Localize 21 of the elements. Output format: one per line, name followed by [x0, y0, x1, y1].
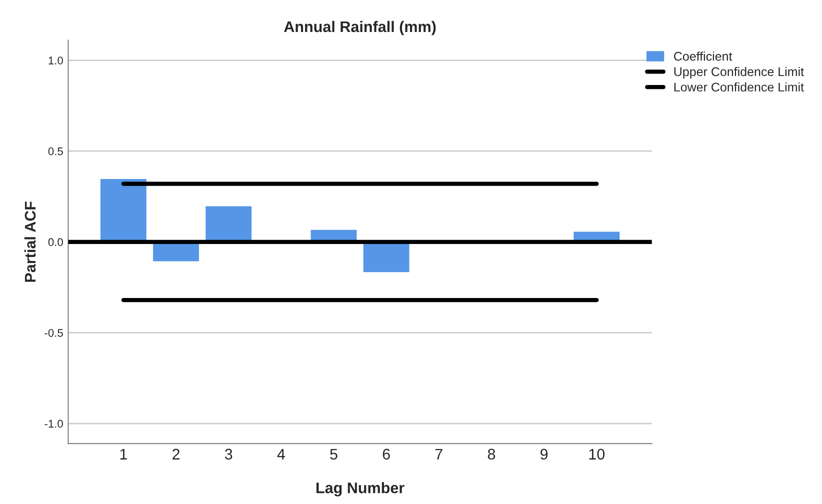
x-tick-label: 5 — [330, 448, 338, 460]
x-tick-label: 7 — [435, 448, 442, 460]
y-tick-label: 1.0 — [48, 56, 63, 64]
y-tick-label: 0.5 — [48, 147, 63, 156]
x-tick-label: 8 — [488, 448, 496, 460]
x-tick-label: 9 — [540, 448, 548, 460]
y-tick-label: -0.5 — [44, 329, 63, 337]
legend-label: Coefficient — [674, 52, 732, 61]
y-tick-label: -1.0 — [44, 420, 63, 428]
x-tick-label: 2 — [172, 448, 180, 460]
y-tick-label: 0.0 — [48, 238, 63, 246]
x-tick-label: 3 — [224, 448, 232, 460]
y-axis-title: Partial ACF — [24, 202, 36, 282]
x-axis-title: Lag Number — [316, 482, 404, 496]
legend-label: Lower Confidence Limit — [674, 82, 804, 92]
x-tick-label: 1 — [120, 448, 127, 460]
chart-title: Annual Rainfall (mm) — [284, 20, 436, 36]
x-tick-label: 4 — [277, 448, 285, 460]
x-tick-label: 10 — [589, 448, 605, 460]
legend-label: Upper Confidence Limit — [674, 66, 804, 79]
x-tick-label: 6 — [382, 448, 390, 460]
